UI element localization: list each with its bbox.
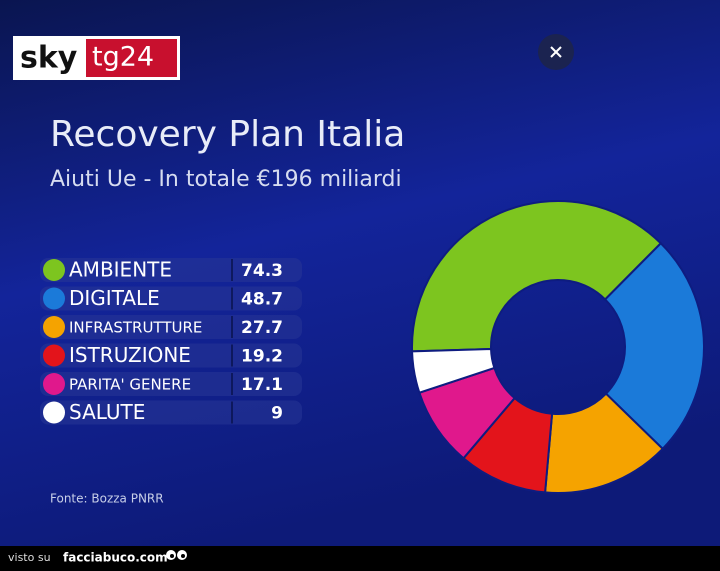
footer-prefix: visto su [8, 551, 51, 564]
chart-subtitle: Aiuti Ue - In totale €196 miliardi [50, 167, 402, 192]
legend-value: 19.2 [241, 347, 283, 367]
legend-row [40, 258, 302, 282]
legend-label: ISTRUZIONE [69, 343, 191, 367]
legend-label: AMBIENTE [69, 258, 172, 282]
legend-value: 17.1 [241, 375, 283, 395]
legend-value: 48.7 [241, 290, 283, 310]
legend-marker [43, 316, 65, 338]
legend-value: 27.7 [241, 318, 283, 338]
legend-row [40, 372, 302, 396]
legend-row [40, 286, 302, 311]
legend-marker [43, 287, 65, 310]
logo-tg24: tg24 [92, 42, 154, 73]
legend-marker [43, 344, 65, 367]
footer-site: facciabuco.com [63, 551, 168, 565]
legend-label: PARITA' GENERE [69, 376, 191, 394]
legend-label: DIGITALE [69, 286, 160, 310]
footer-eyes [166, 550, 187, 560]
source: Fonte: Bozza PNRR [50, 492, 164, 506]
logo-sky: sky [20, 41, 78, 76]
chart-title: Recovery Plan Italia [50, 114, 405, 155]
legend-label: INFRASTRUTTURE [69, 319, 202, 337]
legend-row [40, 343, 302, 368]
legend-row [40, 315, 302, 339]
logo-red [86, 39, 177, 77]
legend-marker [43, 373, 65, 395]
legend-marker [43, 401, 65, 424]
footer-bar [0, 546, 720, 571]
legend-label: SALUTE [69, 400, 145, 424]
donut-slice [411, 200, 663, 353]
legend-value: 9 [271, 404, 283, 424]
close-button[interactable] [538, 34, 574, 70]
legend-row [40, 400, 302, 425]
legend-value: 74.3 [241, 261, 283, 281]
donut-slice [411, 347, 496, 394]
donut-slice [603, 241, 705, 451]
legend-marker [43, 259, 65, 281]
